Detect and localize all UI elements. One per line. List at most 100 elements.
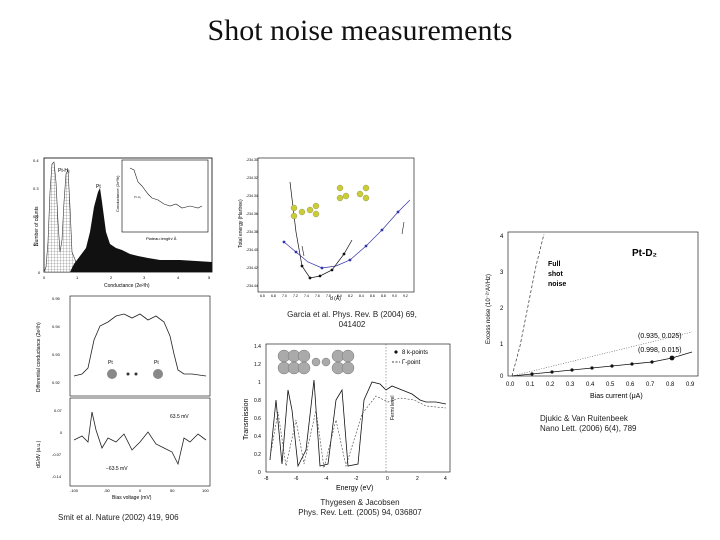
y-tick: 1 xyxy=(500,342,504,348)
x-tick: 0.6 xyxy=(626,382,635,388)
x-tick: 0.4 xyxy=(586,382,595,388)
x-tick: 3 xyxy=(143,275,146,280)
noise-xlabel: Bias current (μA) xyxy=(590,393,643,400)
y-tick: 0.95 xyxy=(52,296,61,301)
y-tick: 0.94 xyxy=(52,324,61,329)
x-tick: -50 xyxy=(104,488,111,493)
y-tick: -234.44 xyxy=(246,284,258,288)
x-tick: 0.2 xyxy=(546,382,555,388)
energy-ylabel: Total energy (Hartree) xyxy=(238,199,244,248)
conductance-y-ticks-top: 0.95 0.94 0.93 0.92 xyxy=(52,296,61,385)
y-tick: 0 xyxy=(60,430,63,435)
garcia-citation: Garcia et al. Phys. Rev. B (2004) 69, 04… xyxy=(282,310,422,330)
y-tick: 1.4 xyxy=(254,344,261,350)
x-tick: 1 xyxy=(76,275,79,280)
conductance-xlabel: Bias voltage (mV) xyxy=(112,495,152,501)
label-pt-d2: Pt-D₂ xyxy=(632,248,657,259)
y-tick: 4 xyxy=(500,234,504,240)
x-tick: 7.0 xyxy=(282,294,287,298)
y-tick: -234.34 xyxy=(246,194,258,198)
label-plus-63: 63.5 mV xyxy=(170,414,189,420)
y-tick: -0.07 xyxy=(52,452,62,457)
y-tick: 0.2 xyxy=(254,452,261,458)
y-tick: 2 xyxy=(500,306,504,312)
y-tick: 0.2 xyxy=(33,214,39,219)
y-tick: -234.30 xyxy=(246,158,258,162)
y-tick: -0.14 xyxy=(52,474,62,479)
y-tick: 0.3 xyxy=(33,186,39,191)
label-fit-2: (0.998, 0.015) xyxy=(638,347,682,354)
energy-xlabel: d (Å) xyxy=(330,295,341,302)
label-noise: noise xyxy=(548,281,566,288)
label-pt-h2: Pt-H₂ xyxy=(58,168,70,174)
thygesen-citation: Thygesen & Jacobsen Phys. Rev. Lett. (20… xyxy=(280,498,440,518)
conductance-histogram-figure: Pt-H₂ Pt Pt-H₂ Plateau length/ Å Conduct… xyxy=(30,152,216,290)
x-tick: 9.0 xyxy=(392,294,397,298)
y-tick: -234.36 xyxy=(246,212,258,216)
x-tick: 100 xyxy=(202,488,209,493)
y-tick: 1 xyxy=(258,380,261,386)
transmission-y-ticks: 1.4 1.2 1 0.8 0.6 0.4 0.2 0 xyxy=(254,344,261,476)
y-tick: -234.42 xyxy=(246,266,258,270)
x-tick: 0.7 xyxy=(646,382,655,388)
x-tick: 8.2 xyxy=(348,294,353,298)
label-minus-63: −63.5 mV xyxy=(106,466,128,472)
x-tick: 0.9 xyxy=(686,382,695,388)
x-tick: 7.4 xyxy=(304,294,309,298)
djukic-citation-line1: Djukic & Van Ruitenbeek xyxy=(540,414,628,423)
x-tick: 0.1 xyxy=(526,382,535,388)
x-tick: 0.0 xyxy=(506,382,515,388)
y-tick: 0.4 xyxy=(254,434,261,440)
y-tick: -234.40 xyxy=(246,248,258,252)
djukic-citation-line2: Nano Lett. (2006) 6(4), 789 xyxy=(540,424,637,433)
noise-x-ticks: 0.0 0.1 0.2 0.3 0.4 0.5 0.6 0.7 0.8 0.9 xyxy=(506,382,695,388)
x-tick: -100 xyxy=(70,488,79,493)
thygesen-citation-line2: Phys. Rev. Lett. (2005) 94, 036807 xyxy=(298,508,422,517)
energy-x-ticks: 6.5 6.8 7.0 7.2 7.4 7.6 7.8 8.0 8.2 8.4 … xyxy=(260,294,408,298)
y-tick: 0.07 xyxy=(54,408,63,413)
y-tick: -234.32 xyxy=(246,176,258,180)
y-tick: 0.6 xyxy=(254,416,261,422)
x-tick: 50 xyxy=(170,488,175,493)
legend-gamma-point: Γ-point xyxy=(402,360,421,366)
x-tick: -8 xyxy=(264,476,269,482)
x-tick: 0 xyxy=(139,488,142,493)
inset-xlabel: Plateau length/ Å xyxy=(146,236,177,241)
fermi-level-annotation: Fermi level xyxy=(390,396,396,420)
x-tick: 2 xyxy=(110,275,113,280)
x-tick: 7.8 xyxy=(326,294,331,298)
energy-y-ticks: -234.30 -234.32 -234.34 -234.36 -234.38 … xyxy=(246,158,258,288)
inset-ylabel: Conductance (2e²/h) xyxy=(115,175,120,212)
slide-title: Shot noise measurements xyxy=(207,14,513,47)
conductance-ylabel-top: Differential conductance (2e²/h) xyxy=(36,322,42,392)
histogram-xlabel: Conductance (2e²/h) xyxy=(104,283,150,289)
label-full: Full xyxy=(548,261,560,268)
transmission-x-ticks: -8 -6 -4 -2 0 2 4 xyxy=(264,476,447,482)
x-tick: 8.0 xyxy=(337,294,342,298)
x-tick: 0 xyxy=(43,275,46,280)
histogram-ylabel: Number of counts xyxy=(34,206,40,246)
total-energy-figure: Total energy (Hartree) d (Å) -234.30 -23… xyxy=(232,152,418,304)
x-tick: -2 xyxy=(354,476,359,482)
x-tick: 0.3 xyxy=(566,382,575,388)
excess-noise-figure: Pt-D₂ Full shot noise (0.935, 0.025) (0.… xyxy=(478,226,704,408)
x-tick: 6.5 xyxy=(260,294,265,298)
x-tick: 2 xyxy=(416,476,419,482)
x-tick: 6.8 xyxy=(271,294,276,298)
x-tick: 4 xyxy=(444,476,447,482)
thygesen-citation-line1: Thygesen & Jacobsen xyxy=(320,498,400,507)
x-tick: 9.2 xyxy=(403,294,408,298)
histogram-y-ticks: 0.4 0.3 0.2 0.1 0 xyxy=(33,158,41,275)
x-tick: 7.6 xyxy=(315,294,320,298)
djukic-citation: Djukic & Van Ruitenbeek Nano Lett. (2006… xyxy=(540,414,700,434)
transmission-xlabel: Energy (eV) xyxy=(336,485,373,492)
x-tick: -6 xyxy=(294,476,299,482)
y-tick: 0.1 xyxy=(33,242,39,247)
y-tick: 0.93 xyxy=(52,352,61,357)
x-tick: 4 xyxy=(177,275,180,280)
label-pt-left: Pt xyxy=(108,360,113,366)
label-shot: shot xyxy=(548,271,563,278)
y-tick: -234.38 xyxy=(246,230,258,234)
label-pt: Pt xyxy=(96,184,101,190)
differential-conductance-figure: Pt Pt 63.5 mV −63.5 mV Differential cond… xyxy=(30,292,216,502)
